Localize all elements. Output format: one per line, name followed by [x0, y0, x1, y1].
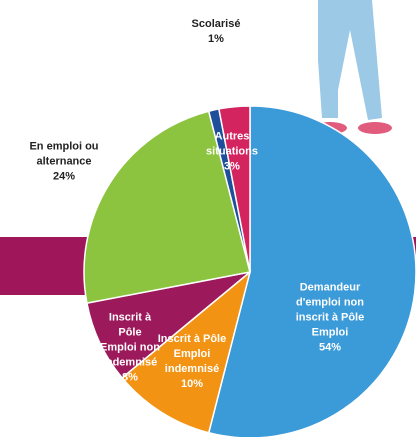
category-label: Inscrit à Pôle Emploi indemnisé [157, 333, 227, 375]
value-label: 10% [180, 378, 204, 390]
slice-label: En emploi ou alternance 24% [19, 140, 109, 185]
category-label: Inscrit à Pôle Emploi non indemnisé [100, 311, 160, 369]
slice-label: Scolarisé 1% [176, 17, 256, 47]
value-label: 3% [224, 160, 240, 173]
pie-slice [83, 110, 251, 304]
pie-slice [121, 269, 252, 434]
figure [313, 0, 392, 134]
category-label: Demandeur d'emploi non inscrit à Pôle Em… [295, 281, 365, 339]
slice-label: Autres situations 3% [202, 130, 262, 175]
value-label: 54% [318, 341, 342, 354]
slice-label: Inscrit à Pôle Emploi indemnisé 10% [157, 332, 227, 392]
pie-slice [207, 105, 416, 437]
value-label: 1% [208, 33, 224, 45]
decor-bar [0, 237, 98, 295]
value-label: 24% [52, 170, 76, 183]
slice-label: Demandeur d'emploi non inscrit à Pôle Em… [280, 281, 380, 356]
category-label: Autres situations [206, 130, 258, 158]
category-label: Scolarisé [191, 18, 241, 30]
pie-slice [218, 105, 251, 273]
value-label: 8% [122, 371, 138, 384]
category-label: En emploi ou alternance [29, 140, 99, 168]
slice-label: Inscrit à Pôle Emploi non indemnisé 8% [100, 311, 160, 386]
